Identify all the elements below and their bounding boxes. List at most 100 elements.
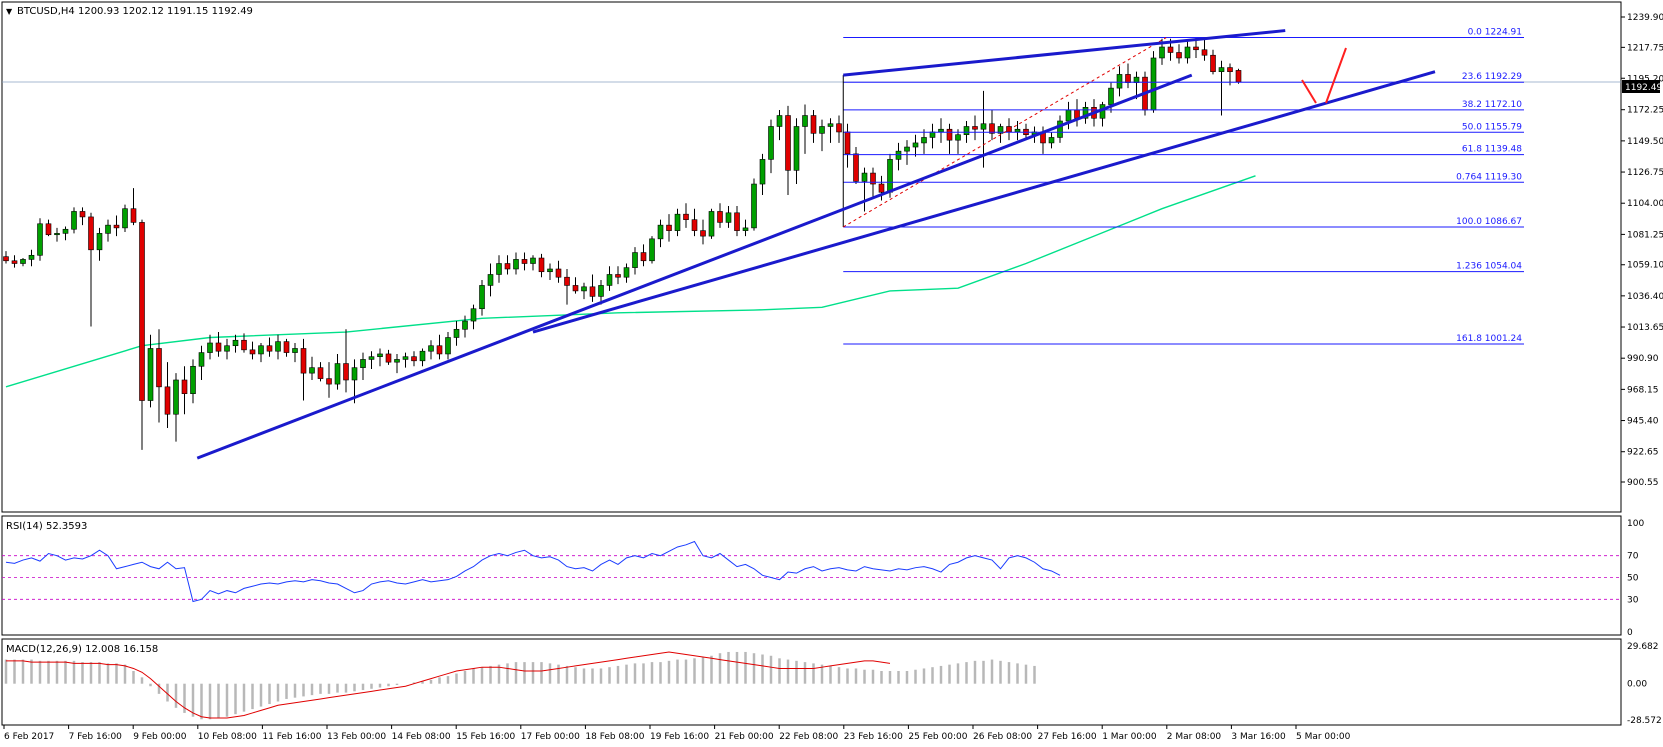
time-tick-label: 27 Feb 16:00 xyxy=(1038,732,1097,742)
price-tick-label: 990.90 xyxy=(1627,354,1659,364)
time-tick-label: 21 Feb 00:00 xyxy=(715,732,774,742)
fib-level-label: 0.764 1119.30 xyxy=(1456,172,1522,182)
time-tick-label: 11 Feb 16:00 xyxy=(262,732,321,742)
time-tick-label: 3 Mar 16:00 xyxy=(1231,732,1286,742)
candle-body xyxy=(844,131,851,155)
candle-body xyxy=(776,115,783,127)
candle-body xyxy=(1150,57,1157,111)
candle-body xyxy=(1065,109,1072,122)
time-tick-label: 22 Feb 08:00 xyxy=(779,732,838,742)
rsi-tick-label: 0 xyxy=(1627,628,1633,638)
candle-body xyxy=(326,378,332,385)
time-tick-label: 18 Feb 08:00 xyxy=(585,732,644,742)
price-tick-label: 922.65 xyxy=(1627,448,1659,458)
candle-body xyxy=(20,259,26,264)
candle-body xyxy=(946,128,953,141)
candle-body xyxy=(164,386,171,415)
candle-body xyxy=(266,345,273,352)
candle-body xyxy=(759,159,766,185)
price-tick-label: 900.55 xyxy=(1627,478,1659,488)
candle-body xyxy=(606,274,613,286)
candle-body xyxy=(802,115,808,127)
candle-body xyxy=(861,172,868,182)
time-tick-label: 7 Feb 16:00 xyxy=(69,732,123,742)
candle-body xyxy=(623,267,630,278)
candle-body xyxy=(878,183,885,193)
moving-average-line xyxy=(5,175,1256,388)
trendline xyxy=(843,29,1286,77)
candle-body xyxy=(139,222,145,401)
candle-body xyxy=(105,224,111,234)
candle-body xyxy=(742,227,749,231)
candle-body xyxy=(649,238,655,262)
candle-body xyxy=(1201,49,1208,56)
candle-body xyxy=(283,341,290,353)
price-tag-box xyxy=(1622,80,1660,93)
macd-tick-label: -28.572 xyxy=(1627,716,1662,726)
candle-body xyxy=(564,276,570,286)
candle-body xyxy=(530,257,536,264)
candle-body xyxy=(377,353,383,357)
candle-body xyxy=(241,339,247,351)
candle-body xyxy=(547,268,553,273)
candle-body xyxy=(147,348,154,401)
chart-menu-arrow[interactable]: ▼ xyxy=(6,7,13,16)
candle-body xyxy=(360,359,366,368)
candle-body xyxy=(385,353,392,363)
candle-body xyxy=(853,153,859,182)
candle-body xyxy=(1125,74,1131,83)
candle-body xyxy=(521,259,528,264)
candle-body xyxy=(462,320,468,330)
candle-body xyxy=(54,233,60,236)
candle-body xyxy=(300,348,307,374)
time-tick-label: 6 Feb 2017 xyxy=(4,732,54,742)
candle-body xyxy=(581,286,587,292)
candle-body xyxy=(751,183,757,229)
candle-body xyxy=(11,260,18,264)
price-tag: 1192.49 xyxy=(1625,83,1662,93)
candle-body xyxy=(130,208,137,223)
time-tick-label: 23 Feb 16:00 xyxy=(844,732,903,742)
candle-body xyxy=(62,228,69,234)
candle-body xyxy=(555,268,562,278)
time-tick-label: 5 Mar 00:00 xyxy=(1296,732,1351,742)
macd-tick-label: 0.00 xyxy=(1627,680,1647,690)
candle-body xyxy=(1116,74,1123,89)
candle-body xyxy=(224,345,230,352)
candles xyxy=(3,37,1242,450)
candle-body xyxy=(394,359,400,363)
candle-body xyxy=(632,252,638,268)
price-tick-label: 1217.75 xyxy=(1627,43,1663,53)
candle-body xyxy=(37,223,43,256)
candle-body xyxy=(827,123,834,127)
candle-body xyxy=(980,123,987,130)
candle-body xyxy=(793,126,800,171)
candle-body xyxy=(666,224,672,231)
price-tick-label: 968.15 xyxy=(1627,385,1659,395)
candle-body xyxy=(402,356,409,360)
candle-body xyxy=(1014,128,1021,133)
fib-level-label: 23.6 1192.29 xyxy=(1462,72,1522,82)
candle-body xyxy=(173,379,179,415)
time-tick-label: 15 Feb 16:00 xyxy=(456,732,515,742)
rsi-panel-frame xyxy=(1,515,1622,636)
time-tick-label: 25 Feb 00:00 xyxy=(908,732,967,742)
candle-body xyxy=(708,211,715,237)
candle-body xyxy=(725,212,732,223)
candle-body xyxy=(717,211,723,223)
candle-body xyxy=(190,365,196,394)
candle-body xyxy=(972,126,978,130)
fib-level-label: 61.8 1139.48 xyxy=(1462,145,1522,155)
candle-body xyxy=(351,367,358,381)
candle-body xyxy=(1235,70,1242,83)
rsi-tick-label: 70 xyxy=(1627,552,1639,562)
candle-body xyxy=(895,150,902,160)
time-tick-label: 13 Feb 00:00 xyxy=(327,732,386,742)
rsi-tick-label: 30 xyxy=(1627,595,1639,605)
candle-body xyxy=(785,115,791,171)
candle-body xyxy=(1218,67,1225,72)
candle-body xyxy=(674,213,681,231)
time-tick-label: 2 Mar 08:00 xyxy=(1167,732,1222,742)
rsi-tick-label: 100 xyxy=(1627,519,1644,529)
